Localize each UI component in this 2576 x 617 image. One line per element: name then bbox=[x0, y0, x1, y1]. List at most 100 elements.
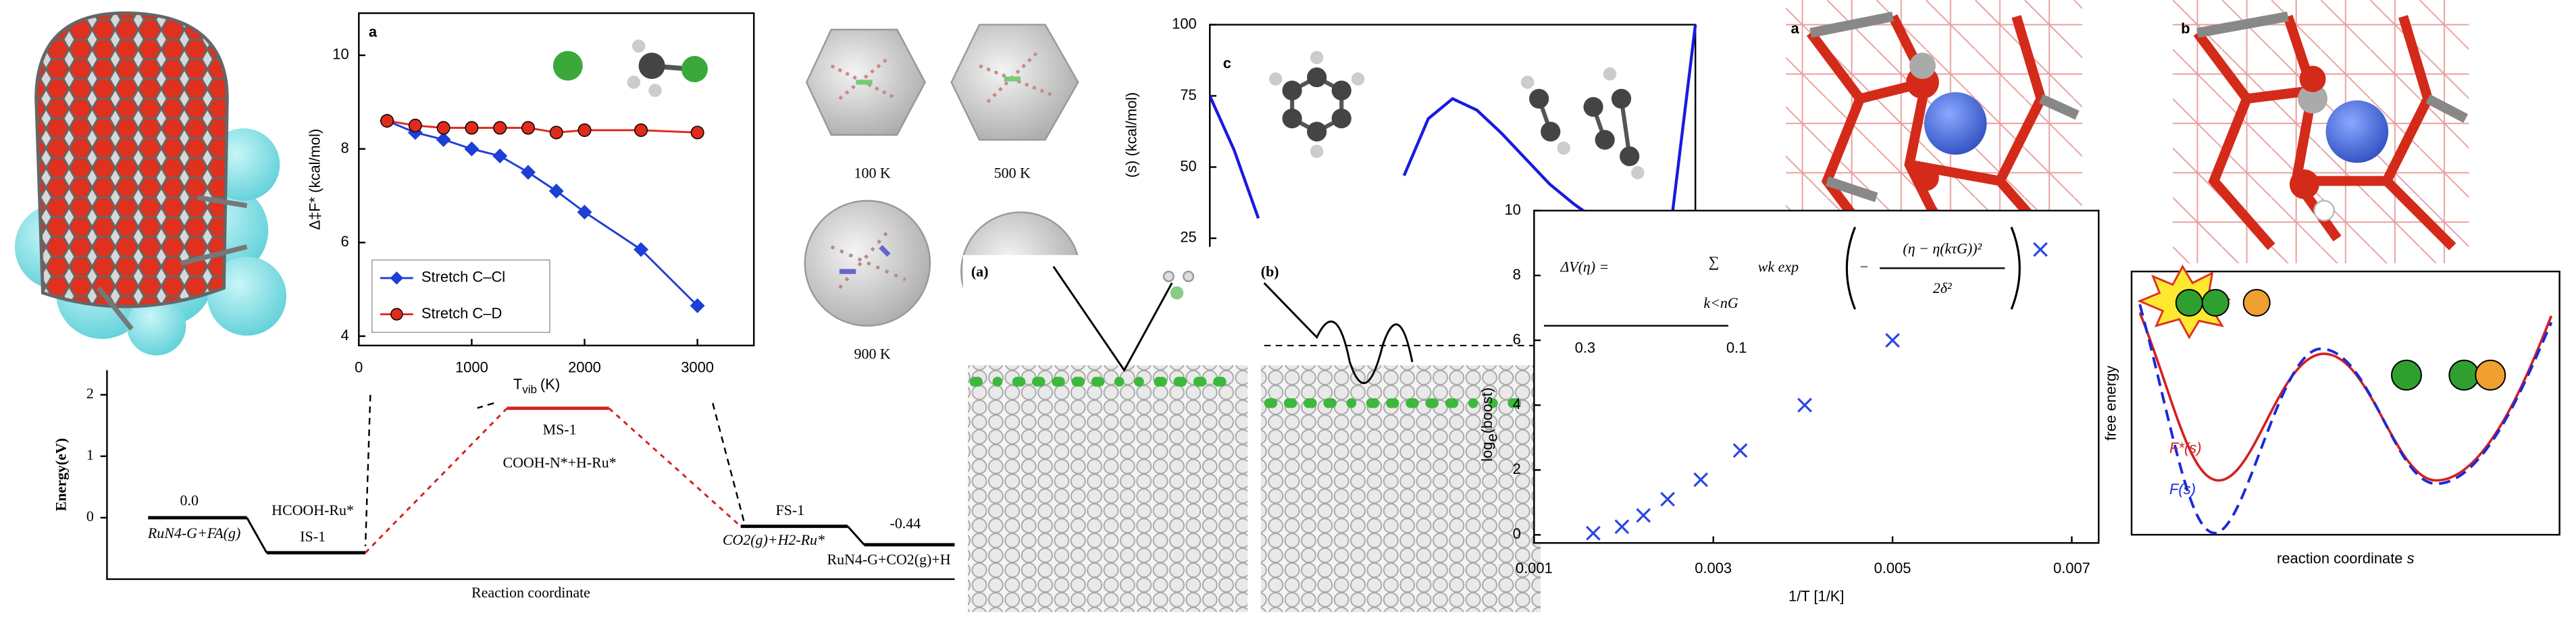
x-axis-label-text: reaction coordinate bbox=[2277, 549, 2402, 566]
nanotube-image bbox=[14, 11, 287, 356]
marker bbox=[549, 126, 563, 140]
adsorbate bbox=[1326, 398, 1337, 408]
state-label: MS-1 bbox=[543, 421, 577, 438]
y-axis-label: (s) (kcal/mol) bbox=[1123, 92, 1139, 178]
adsorbate bbox=[973, 377, 983, 387]
legend-marker bbox=[390, 308, 403, 321]
x-tick-label: 0.005 bbox=[1874, 560, 1911, 576]
marker bbox=[521, 121, 535, 135]
adsorbate bbox=[1216, 377, 1227, 387]
adsorbate bbox=[1075, 377, 1085, 387]
adsorbate bbox=[1287, 398, 1297, 408]
legend-label: Stretch C–Cl bbox=[421, 269, 505, 286]
species-label: RuN4-G+CO2(g)+H bbox=[827, 551, 950, 568]
panel-label: a bbox=[369, 24, 378, 41]
formula-lhs: ΔV(η) = bbox=[1560, 258, 1609, 275]
y-tick-label: 0 bbox=[1513, 525, 1521, 542]
marker bbox=[436, 121, 450, 135]
panel-label: c bbox=[1223, 55, 1231, 72]
y-tick-label: 75 bbox=[1180, 86, 1196, 103]
image-labels: 100 K 500 K 900 K a b bbox=[854, 20, 2190, 363]
marker bbox=[380, 113, 394, 128]
transition-guide bbox=[477, 402, 494, 409]
series-line bbox=[386, 119, 698, 306]
transition-guide bbox=[364, 394, 371, 547]
marker bbox=[1797, 398, 1812, 413]
x-axis-label-main: T bbox=[513, 375, 522, 392]
panel-free-energy: F*(s) F(s) free energy reaction coordina… bbox=[2103, 264, 2560, 566]
adsorbate bbox=[1267, 398, 1278, 408]
y-tick-label: 1 bbox=[86, 446, 94, 463]
adsorbate bbox=[1346, 398, 1357, 408]
adsorbate bbox=[1157, 377, 1167, 387]
y-tick-label: 8 bbox=[1513, 266, 1521, 283]
connector bbox=[846, 525, 865, 545]
marker bbox=[492, 149, 508, 163]
adsorbate bbox=[1468, 398, 1478, 408]
adsorbate bbox=[1428, 398, 1439, 408]
curve-label: F(s) bbox=[2169, 481, 2196, 498]
panel-energy: 0 1 2 Energy(eV) Reaction coordinate 0.0 RuN4-… bbox=[53, 370, 955, 601]
y-axis-label: loge(boost) bbox=[1478, 387, 1500, 462]
panel-a-inset bbox=[552, 39, 708, 97]
y-axis-label-rest: (boost) bbox=[1478, 387, 1495, 433]
species-label: CO2(g)+H2-Ru* bbox=[723, 531, 825, 548]
adsorbate bbox=[1196, 377, 1207, 387]
plot-frame bbox=[1209, 24, 1697, 247]
adsorbate bbox=[1307, 398, 1317, 408]
adsorbate bbox=[1389, 398, 1399, 408]
y-tick-label: 100 bbox=[1172, 15, 1197, 32]
slab-label: (a) bbox=[971, 263, 989, 280]
adsorbate bbox=[1055, 377, 1065, 387]
annotation: 0.1 bbox=[1726, 340, 1747, 356]
y-axis-label-main: log bbox=[1478, 441, 1495, 461]
y-tick-label: 2 bbox=[86, 385, 94, 402]
y-tick-label: 50 bbox=[1180, 157, 1196, 174]
slab-label: (b) bbox=[1261, 263, 1279, 280]
y-tick-label: 25 bbox=[1180, 229, 1196, 246]
value-label: -0.44 bbox=[890, 515, 921, 532]
formula-numerator: (η − η(kτG))² bbox=[1903, 240, 1982, 257]
state-label: HCOOH-Ru* bbox=[272, 502, 354, 518]
formula-term: wk exp bbox=[1758, 258, 1799, 275]
formula-operator: ∑ bbox=[1709, 253, 1720, 270]
adsorbate bbox=[992, 377, 1003, 387]
marker bbox=[690, 126, 704, 140]
transition-guide bbox=[712, 402, 745, 522]
x-axis-label-symbol: s bbox=[2407, 549, 2415, 566]
adsorbate bbox=[1448, 398, 1459, 408]
cluster-label: 900 K bbox=[854, 345, 891, 362]
x-tick-label: 3000 bbox=[681, 359, 714, 376]
y-axis-label: Energy(eV) bbox=[53, 438, 70, 511]
marker bbox=[634, 242, 649, 257]
y-tick-label: 8 bbox=[340, 139, 349, 156]
curve-label: F*(s) bbox=[2169, 439, 2201, 456]
value-label: 0.0 bbox=[180, 491, 199, 508]
y-tick-label: 6 bbox=[340, 233, 349, 250]
structure-label: a bbox=[1791, 20, 1800, 37]
x-tick-label: 0.003 bbox=[1695, 560, 1732, 576]
species-label: RuN4-G+FA(g) bbox=[147, 525, 240, 541]
slab-image: (a) (b) bbox=[962, 254, 1909, 617]
adsorbate bbox=[1511, 398, 1521, 408]
x-axis-label: Tvib (K) bbox=[513, 375, 560, 396]
connector bbox=[608, 407, 742, 527]
x-tick-label: 0.007 bbox=[2053, 560, 2090, 576]
marker bbox=[1660, 491, 1675, 507]
formula: ΔV(η) = ∑ k<nG wk exp − (η − η(kτG))² 2δ… bbox=[1543, 213, 2025, 327]
axes bbox=[106, 370, 955, 581]
x-axis-label-unit: (K) bbox=[540, 375, 560, 392]
legend-marker bbox=[390, 271, 404, 285]
cluster-label: 100 K bbox=[854, 164, 891, 181]
marker bbox=[577, 205, 592, 220]
x-axis-label-sub: vib bbox=[522, 383, 537, 396]
marker bbox=[1636, 508, 1651, 523]
marker bbox=[2033, 242, 2048, 257]
marker bbox=[1885, 333, 1900, 348]
structure-label: b bbox=[2181, 20, 2190, 37]
series-line bbox=[1210, 24, 1697, 234]
marker bbox=[408, 118, 422, 132]
legend-box bbox=[371, 259, 550, 333]
legend-label: Stretch C–D bbox=[421, 304, 502, 321]
